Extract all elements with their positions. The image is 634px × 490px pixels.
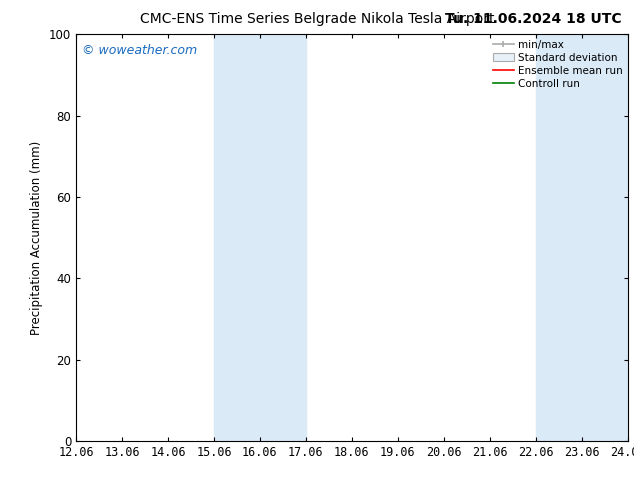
Bar — [214, 34, 306, 441]
Text: Tu. 11.06.2024 18 UTC: Tu. 11.06.2024 18 UTC — [444, 12, 621, 26]
Y-axis label: Precipitation Accumulation (mm): Precipitation Accumulation (mm) — [30, 141, 43, 335]
Text: CMC-ENS Time Series Belgrade Nikola Tesla Airport: CMC-ENS Time Series Belgrade Nikola Tesl… — [139, 12, 495, 26]
Bar — [536, 34, 628, 441]
Text: © woweather.com: © woweather.com — [82, 45, 197, 57]
Legend: min/max, Standard deviation, Ensemble mean run, Controll run: min/max, Standard deviation, Ensemble me… — [489, 36, 626, 92]
